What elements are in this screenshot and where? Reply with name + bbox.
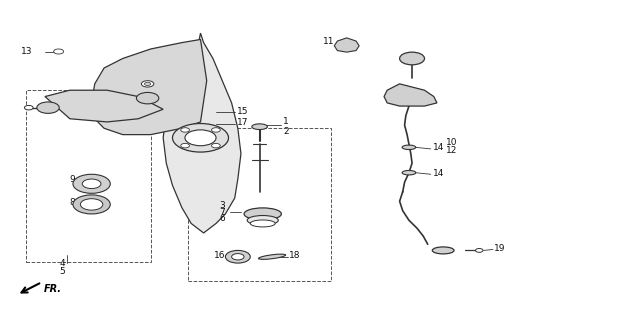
Text: 6: 6 xyxy=(219,214,226,223)
Circle shape xyxy=(54,49,64,54)
Circle shape xyxy=(226,251,250,263)
Circle shape xyxy=(185,130,216,146)
Text: 17: 17 xyxy=(237,118,248,127)
Circle shape xyxy=(24,105,33,110)
Text: 16: 16 xyxy=(214,251,226,260)
Circle shape xyxy=(399,52,424,65)
Circle shape xyxy=(211,128,220,132)
Text: 10: 10 xyxy=(446,138,458,147)
Text: 7: 7 xyxy=(219,208,226,217)
Ellipse shape xyxy=(476,249,483,252)
Circle shape xyxy=(173,124,229,152)
Ellipse shape xyxy=(402,171,416,175)
Ellipse shape xyxy=(247,215,278,225)
Text: 18: 18 xyxy=(289,251,301,260)
Text: 12: 12 xyxy=(446,146,458,155)
Circle shape xyxy=(73,195,110,214)
Circle shape xyxy=(37,102,59,113)
Bar xyxy=(26,90,151,261)
Polygon shape xyxy=(45,90,163,122)
Circle shape xyxy=(73,174,110,193)
Polygon shape xyxy=(92,39,207,135)
Ellipse shape xyxy=(244,208,281,220)
Ellipse shape xyxy=(402,145,416,149)
Text: 14: 14 xyxy=(432,143,444,152)
Ellipse shape xyxy=(259,254,286,259)
Text: 11: 11 xyxy=(322,36,334,45)
Circle shape xyxy=(82,179,101,188)
Bar xyxy=(188,128,331,281)
Text: FR.: FR. xyxy=(44,284,62,294)
Ellipse shape xyxy=(252,124,268,130)
Circle shape xyxy=(211,143,220,148)
Text: 3: 3 xyxy=(219,202,226,211)
Circle shape xyxy=(81,199,102,210)
Text: 15: 15 xyxy=(237,107,248,116)
Circle shape xyxy=(232,253,244,260)
Circle shape xyxy=(181,143,189,148)
Polygon shape xyxy=(163,33,241,233)
Circle shape xyxy=(141,81,154,87)
Text: 4: 4 xyxy=(59,259,65,268)
Polygon shape xyxy=(334,38,359,52)
Circle shape xyxy=(181,128,189,132)
Text: 19: 19 xyxy=(494,244,506,253)
Polygon shape xyxy=(384,84,437,106)
Text: 14: 14 xyxy=(432,169,444,178)
Circle shape xyxy=(144,82,151,85)
Text: 9: 9 xyxy=(69,174,75,184)
Text: 5: 5 xyxy=(59,267,65,276)
Ellipse shape xyxy=(432,247,454,254)
Text: 13: 13 xyxy=(21,47,32,56)
Ellipse shape xyxy=(250,220,275,227)
Text: 8: 8 xyxy=(69,198,75,207)
Text: 1: 1 xyxy=(283,117,289,126)
Circle shape xyxy=(136,92,159,104)
Text: 2: 2 xyxy=(283,127,289,136)
